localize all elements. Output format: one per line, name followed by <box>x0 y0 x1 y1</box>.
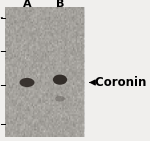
Ellipse shape <box>53 75 67 85</box>
Text: 72-: 72- <box>0 120 4 129</box>
Text: 95-: 95- <box>0 81 4 90</box>
Text: A: A <box>23 0 31 9</box>
Text: Coronin 7: Coronin 7 <box>95 76 150 89</box>
Text: B: B <box>56 0 64 9</box>
Ellipse shape <box>20 78 34 87</box>
Ellipse shape <box>55 96 65 102</box>
Bar <box>4 7 84 137</box>
Text: 250-: 250- <box>0 13 4 22</box>
Text: 130-: 130- <box>0 47 4 56</box>
